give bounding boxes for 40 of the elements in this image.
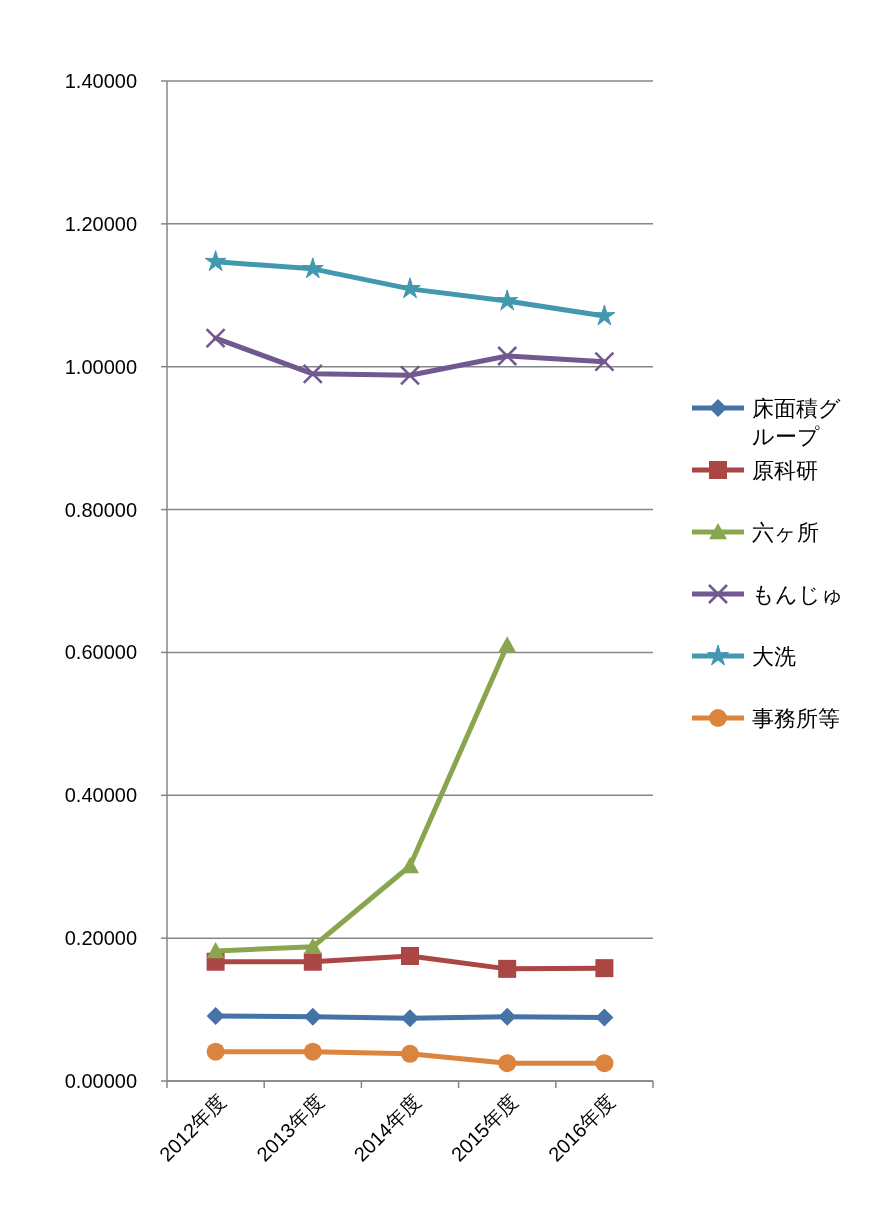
y-tick-label: 0.20000	[64, 927, 137, 950]
legend-label: 床面積グループ	[752, 396, 841, 449]
point	[303, 952, 322, 971]
legend-label: 原科研	[752, 458, 818, 483]
y-tick-label: 1.00000	[64, 355, 137, 378]
point	[205, 327, 226, 349]
point	[498, 1007, 517, 1026]
point	[206, 942, 225, 959]
legend-label: 六ヶ所	[752, 520, 819, 545]
point	[401, 947, 419, 965]
y-tick-label: 0.80000	[64, 498, 137, 521]
point	[206, 1007, 225, 1025]
point	[595, 1054, 614, 1073]
y-tick-label: 0.60000	[64, 641, 137, 664]
point	[593, 304, 616, 326]
point	[594, 351, 615, 372]
legend-label: 大洗	[752, 644, 796, 669]
point	[498, 959, 517, 978]
point	[401, 1009, 419, 1028]
y-tick-label: 0.00000	[64, 1070, 137, 1092]
point	[401, 857, 419, 874]
point	[496, 289, 519, 311]
point	[301, 257, 324, 279]
point	[399, 365, 421, 386]
point	[206, 1042, 225, 1061]
point	[595, 959, 614, 978]
point	[303, 1042, 322, 1061]
point	[498, 1054, 517, 1073]
y-tick-label: 1.20000	[64, 212, 137, 235]
point	[595, 1008, 614, 1027]
point	[496, 345, 518, 367]
y-tick-label: 0.40000	[64, 784, 137, 807]
legend-label: もんじゅ	[752, 582, 844, 607]
legend-label: 事務所等	[752, 706, 840, 731]
point	[401, 1044, 419, 1063]
point	[302, 363, 324, 385]
point	[204, 250, 227, 272]
point	[303, 937, 322, 954]
y-tick-label: 1.40000	[64, 70, 137, 92]
point	[498, 636, 517, 653]
